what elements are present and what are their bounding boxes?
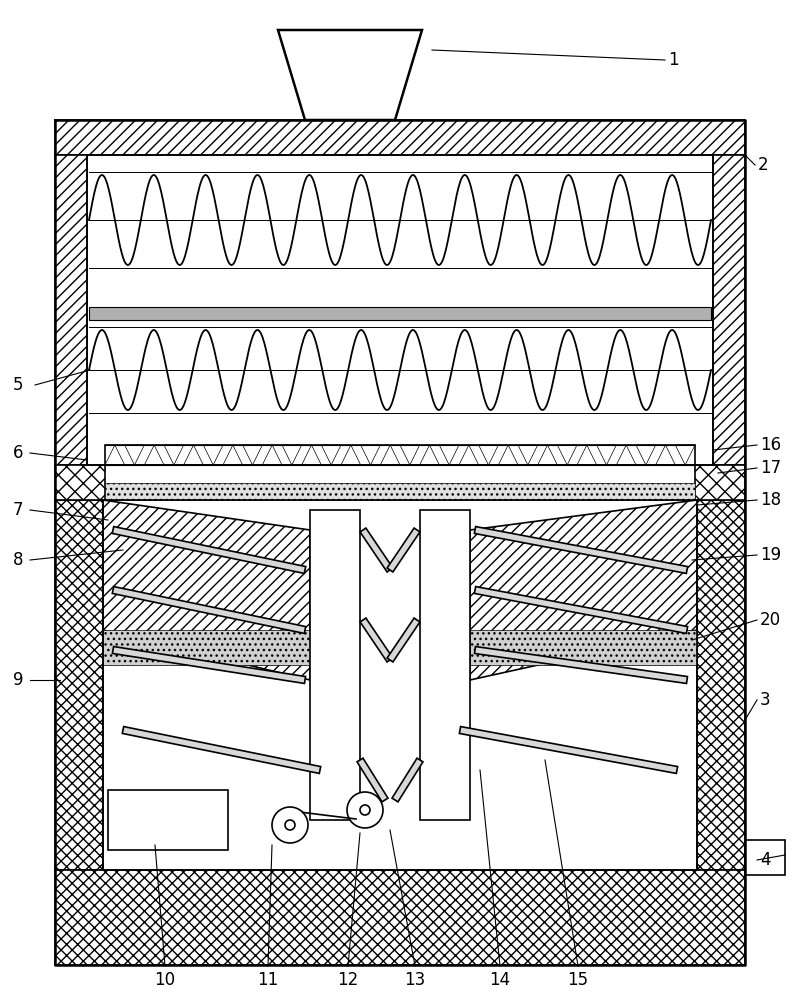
Text: 20: 20: [760, 611, 781, 629]
Text: 7: 7: [13, 501, 23, 519]
Circle shape: [285, 820, 295, 830]
Polygon shape: [470, 630, 697, 665]
Bar: [108, 790, 228, 850]
Polygon shape: [103, 630, 310, 665]
Bar: [55, 870, 745, 965]
Text: 14: 14: [489, 971, 511, 989]
Circle shape: [360, 805, 370, 815]
Bar: [105, 483, 695, 500]
Text: 18: 18: [760, 491, 781, 509]
Circle shape: [272, 807, 308, 843]
Text: 19: 19: [760, 546, 781, 564]
Text: 1: 1: [668, 51, 678, 69]
Polygon shape: [474, 527, 688, 573]
Polygon shape: [278, 30, 422, 120]
Text: 12: 12: [337, 971, 359, 989]
Polygon shape: [470, 500, 697, 680]
Polygon shape: [360, 528, 393, 572]
Text: 17: 17: [760, 459, 781, 477]
Bar: [695, 465, 745, 500]
Polygon shape: [387, 618, 420, 662]
Text: 4: 4: [760, 851, 771, 869]
Text: 8: 8: [13, 551, 23, 569]
Polygon shape: [360, 618, 393, 662]
Text: 13: 13: [404, 971, 426, 989]
Polygon shape: [474, 647, 688, 683]
Bar: [745, 840, 785, 875]
Text: 3: 3: [760, 691, 771, 709]
Bar: [89, 307, 711, 320]
Text: 15: 15: [567, 971, 588, 989]
Polygon shape: [122, 727, 320, 773]
Bar: [55, 155, 87, 465]
Bar: [105, 445, 695, 465]
Bar: [55, 120, 745, 155]
Text: 16: 16: [760, 436, 781, 454]
Bar: [697, 500, 745, 870]
Bar: [55, 500, 103, 870]
Text: 5: 5: [13, 376, 23, 394]
Polygon shape: [459, 727, 677, 773]
Text: 9: 9: [13, 671, 23, 689]
Polygon shape: [112, 527, 306, 573]
Bar: [713, 155, 745, 465]
Text: 11: 11: [257, 971, 279, 989]
Polygon shape: [387, 528, 420, 572]
Text: 2: 2: [758, 156, 768, 174]
Circle shape: [347, 792, 383, 828]
Polygon shape: [112, 647, 305, 683]
Polygon shape: [474, 587, 688, 633]
Text: 6: 6: [13, 444, 23, 462]
Polygon shape: [103, 500, 310, 680]
Polygon shape: [392, 758, 423, 802]
Bar: [55, 465, 105, 500]
Bar: [310, 510, 360, 820]
Text: 10: 10: [155, 971, 175, 989]
Polygon shape: [357, 758, 388, 802]
Polygon shape: [112, 587, 306, 633]
Bar: [420, 510, 470, 820]
